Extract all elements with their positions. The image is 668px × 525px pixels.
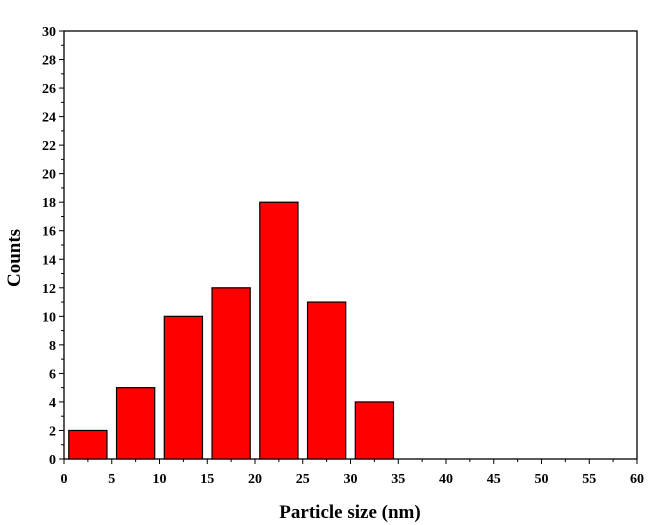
x-axis-title: Particle size (nm) xyxy=(279,502,420,523)
bar xyxy=(163,315,204,460)
x-tick-label: 30 xyxy=(344,472,358,487)
x-tick-label: 50 xyxy=(535,472,549,487)
bar xyxy=(68,429,108,460)
y-tick-label: 6 xyxy=(49,367,56,382)
y-tick-label: 2 xyxy=(49,424,56,439)
x-tick-label: 10 xyxy=(153,472,167,487)
y-tick-label: 30 xyxy=(42,25,56,40)
y-tick-label: 4 xyxy=(49,396,56,411)
y-tick-label: 12 xyxy=(42,282,56,297)
y-tick-label: 22 xyxy=(42,139,56,154)
bar xyxy=(354,401,395,460)
y-tick-label: 14 xyxy=(42,253,56,268)
x-tick-label: 40 xyxy=(439,472,453,487)
bar xyxy=(211,287,251,460)
bar xyxy=(259,201,299,460)
y-tick-label: 28 xyxy=(42,54,56,69)
y-tick-label: 26 xyxy=(42,82,56,97)
y-tick-label: 0 xyxy=(49,453,56,468)
x-tick-label: 0 xyxy=(61,472,68,487)
x-tick-label: 60 xyxy=(630,472,644,487)
y-tick-label: 20 xyxy=(42,168,56,183)
x-tick-label: 20 xyxy=(248,472,262,487)
y-tick-label: 10 xyxy=(42,310,56,325)
y-tick-label: 8 xyxy=(49,339,56,354)
x-tick-label: 55 xyxy=(582,472,596,487)
x-tick-label: 15 xyxy=(200,472,214,487)
y-tick-label: 16 xyxy=(42,225,56,240)
x-tick-label: 25 xyxy=(296,472,310,487)
x-tick-label: 5 xyxy=(108,472,115,487)
x-tick-label: 45 xyxy=(487,472,501,487)
y-tick-label: 18 xyxy=(42,196,56,211)
y-tick-label: 24 xyxy=(42,111,56,126)
bar xyxy=(115,387,156,460)
x-tick-label: 35 xyxy=(391,472,405,487)
bar xyxy=(306,301,347,460)
y-axis-title: Counts xyxy=(4,229,25,287)
